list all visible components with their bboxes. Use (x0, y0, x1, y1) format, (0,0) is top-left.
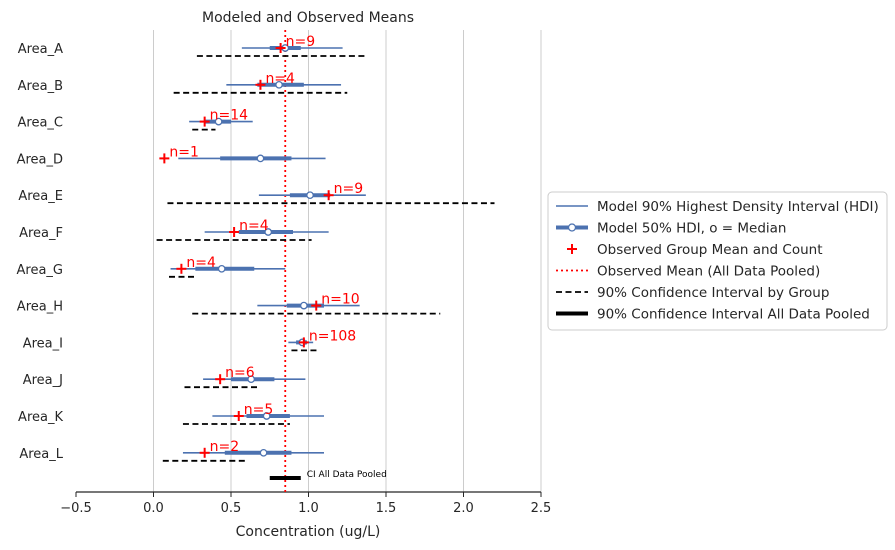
y-tick-label: Area_F (19, 226, 63, 241)
pooled-ci-bar: CI All Data Pooled (269, 470, 387, 480)
median-marker (256, 154, 265, 163)
median-marker (306, 191, 314, 200)
observed-mean-marker (215, 374, 226, 385)
y-tick-label: Area_B (18, 79, 63, 94)
legend-label: 90% Confidence Interval All Data Pooled (597, 307, 870, 323)
count-label: n=4 (265, 71, 295, 87)
count-label: n=2 (210, 439, 240, 455)
group-row: Area_H n=10 (17, 292, 441, 315)
y-tick-label: Area_G (17, 263, 64, 278)
x-tick-label: 2.5 (531, 501, 552, 516)
median-marker (262, 412, 271, 420)
group-row: Area_B n=4 (18, 71, 348, 94)
count-label: n=14 (210, 108, 249, 124)
group-row: Area_A n=9 (18, 34, 368, 57)
x-tick-label: 2.0 (453, 501, 474, 516)
legend-item: Observed Group Mean and Count (567, 242, 823, 258)
chart-title: Modeled and Observed Means (202, 10, 414, 26)
observed-mean-marker (323, 190, 334, 201)
count-label: n=10 (321, 292, 359, 308)
x-tick-label: 1.0 (298, 501, 319, 516)
legend-box (547, 191, 888, 331)
x-axis-label: Concentration (ug/L) (236, 524, 381, 540)
y-tick-label: Area_J (23, 373, 63, 388)
group-row: Area_E n=9 (18, 181, 495, 204)
legend-label: 90% Confidence Interval by Group (597, 285, 829, 301)
pooled-ci-label: CI All Data Pooled (307, 470, 387, 480)
legend-item: Observed Mean (All Data Pooled) (556, 264, 820, 280)
count-label: n=4 (239, 218, 269, 234)
y-tick-label: Area_H (17, 300, 63, 315)
x-tick-label: 1.5 (376, 501, 397, 516)
observed-mean-marker (229, 227, 240, 237)
y-tick-label: Area_L (19, 447, 63, 462)
median-marker (217, 264, 226, 273)
y-tick-label: Area_I (23, 336, 63, 351)
grid-lines (153, 30, 542, 492)
legend-label: Observed Mean (All Data Pooled) (597, 264, 820, 280)
observed-mean-marker (199, 116, 210, 127)
count-label: n=5 (244, 402, 274, 418)
median-marker (247, 375, 255, 384)
median-marker (275, 80, 283, 89)
observed-mean-marker (298, 337, 309, 348)
median-marker (214, 117, 223, 126)
median-marker (299, 301, 308, 310)
group-row: Area_G n=4 (17, 255, 286, 278)
group-row: Area_K n=5 (18, 402, 324, 425)
legend-label: Observed Group Mean and Count (597, 242, 823, 258)
legend-handle-marker (567, 223, 577, 232)
median-marker (264, 228, 273, 236)
y-tick-label: Area_K (18, 410, 63, 425)
x-tick-label: 0.5 (221, 501, 242, 516)
legend: Model 90% Highest Density Interval (HDI)… (547, 191, 888, 331)
group-row: Area_D n=1 (17, 144, 326, 167)
legend-label: Model 50% HDI, o = Median (597, 221, 787, 237)
count-label: n=4 (186, 255, 216, 271)
legend-item: Model 50% HDI, o = Median (556, 221, 787, 237)
y-tick-label: Area_A (18, 42, 63, 57)
count-label: n=9 (286, 34, 316, 50)
x-tick-label: 0.0 (143, 501, 164, 516)
observed-mean-marker (311, 300, 322, 311)
group-row: Area_J n=6 (23, 365, 306, 388)
observed-mean-marker (159, 153, 170, 164)
median-marker (259, 448, 268, 457)
group-row: Area_I n=108 (23, 328, 356, 351)
group-row: Area_F n=4 (19, 218, 329, 241)
y-tick-label: Area_D (17, 152, 63, 167)
observed-mean-marker (176, 263, 187, 274)
legend-item: 90% Confidence Interval All Data Pooled (556, 307, 870, 323)
observed-mean-marker (255, 79, 266, 90)
y-tick-label: Area_E (18, 189, 63, 204)
legend-label: Model 90% Highest Density Interval (HDI) (597, 199, 879, 215)
observed-mean-marker (199, 447, 210, 458)
legend-item: Model 90% Highest Density Interval (HDI) (556, 199, 879, 215)
y-tick-label: Area_C (18, 116, 64, 131)
group-row: Area_C n=14 (18, 108, 253, 131)
x-axis: −0.5 0.0 0.5 1.0 1.5 2.0 2.5 (60, 491, 552, 516)
legend-item: 90% Confidence Interval by Group (556, 285, 829, 301)
count-label: n=108 (309, 328, 356, 344)
observed-mean-marker (275, 43, 286, 53)
count-label: n=9 (334, 181, 364, 197)
count-label: n=6 (225, 365, 255, 381)
x-tick-label: −0.5 (60, 501, 92, 516)
observed-mean-marker (233, 411, 244, 421)
group-row: Area_L n=2 (19, 439, 324, 462)
count-label: n=1 (169, 144, 199, 160)
